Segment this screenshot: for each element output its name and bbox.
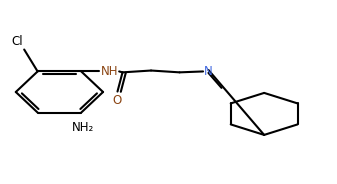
Text: NH: NH [101, 65, 118, 78]
Text: N: N [204, 65, 213, 78]
Text: NH₂: NH₂ [72, 121, 94, 134]
Text: Cl: Cl [11, 35, 23, 48]
Text: O: O [113, 94, 122, 107]
